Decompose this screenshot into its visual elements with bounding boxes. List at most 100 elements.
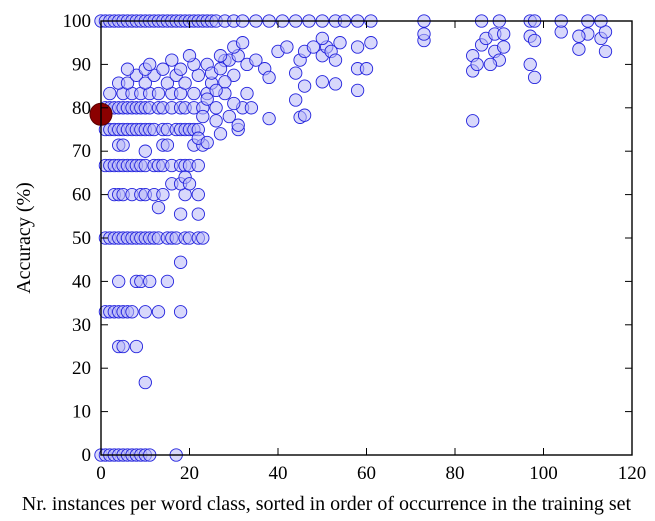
data-point [191,207,205,221]
data-point [527,33,542,48]
data-point [297,79,312,93]
data-point [151,305,166,319]
data-point [483,57,498,72]
data-point [191,187,205,202]
y-tick-label: 90 [72,54,91,75]
data-point [151,200,166,215]
tick-labels: 0 20 40 60 80 100 120 0 10 20 30 40 50 60 70 80 90 100 [63,11,647,484]
y-tick-label: 30 [72,315,91,336]
data-point [328,53,343,67]
data-points [89,14,613,462]
data-point [112,274,126,289]
y-tick-label: 40 [72,271,91,292]
data-point [209,101,223,115]
data-point [182,49,197,63]
data-point [209,114,223,128]
data-point [200,92,214,106]
data-point [125,305,139,319]
x-tick-label: 0 [96,463,106,484]
data-point [231,118,245,132]
x-tick-label: 40 [269,463,288,484]
data-point [572,29,586,43]
x-tick-label: 120 [618,463,647,484]
data-point [523,57,537,72]
data-point [138,144,152,158]
data-point [143,274,157,289]
data-point [116,138,130,152]
data-point [138,305,152,319]
data-point [103,86,117,101]
data-point [200,135,214,150]
data-point [156,187,170,202]
data-point [333,36,347,50]
data-point [350,40,365,54]
data-point [364,36,378,50]
x-tick-label: 100 [529,463,558,484]
x-tick-label: 20 [180,463,199,484]
data-point [213,49,228,63]
data-point [151,86,166,101]
data-point [249,53,263,67]
data-point [289,93,303,107]
data-point [527,70,542,85]
y-tick-label: 50 [72,228,91,249]
data-point [244,101,259,115]
data-point [129,339,144,354]
y-tick-label: 70 [72,141,91,162]
data-point [182,177,197,191]
data-point [470,57,484,72]
x-axis-label: Nr. instances per word class, sorted in … [22,493,632,515]
data-point [417,27,431,41]
data-point [240,86,254,101]
x-tick-label: 60 [357,463,376,484]
data-point [120,76,135,90]
data-point [227,68,241,82]
data-point [209,83,223,98]
data-point [173,255,188,269]
y-axis-label: Accuracy (%) [13,182,35,294]
data-point [138,76,152,90]
data-point [350,83,365,98]
data-point [178,76,192,90]
data-point [497,27,511,41]
data-point [289,66,303,80]
data-point [160,76,175,90]
data-point [213,127,228,141]
data-point [138,375,152,390]
data-point [598,44,613,59]
data-point [191,158,205,173]
data-point [222,109,236,124]
data-point [156,62,170,76]
data-point [143,57,157,72]
data-point [280,40,294,54]
data-point [235,36,250,50]
data-point [173,207,188,221]
data-point [328,77,343,91]
y-tick-label: 0 [82,445,92,466]
y-tick-label: 80 [72,98,91,119]
data-point [359,62,374,76]
y-tick-label: 60 [72,185,91,206]
data-point [497,40,511,54]
data-point [196,109,210,124]
data-point [116,339,130,354]
data-point [160,274,175,289]
data-point [213,62,228,76]
data-point [262,111,276,126]
data-point [262,70,276,85]
x-tick-label: 80 [446,463,465,484]
data-point [466,114,480,128]
data-point [315,31,329,46]
data-point [306,40,321,54]
data-point [120,62,135,76]
data-point [165,53,179,67]
axis-ticks [100,20,633,456]
y-tick-label: 10 [72,402,91,423]
data-point [187,86,201,101]
y-tick-label: 20 [72,358,91,379]
data-point [297,108,312,122]
data-point [173,305,188,319]
data-point [173,62,188,76]
data-point [227,96,241,111]
